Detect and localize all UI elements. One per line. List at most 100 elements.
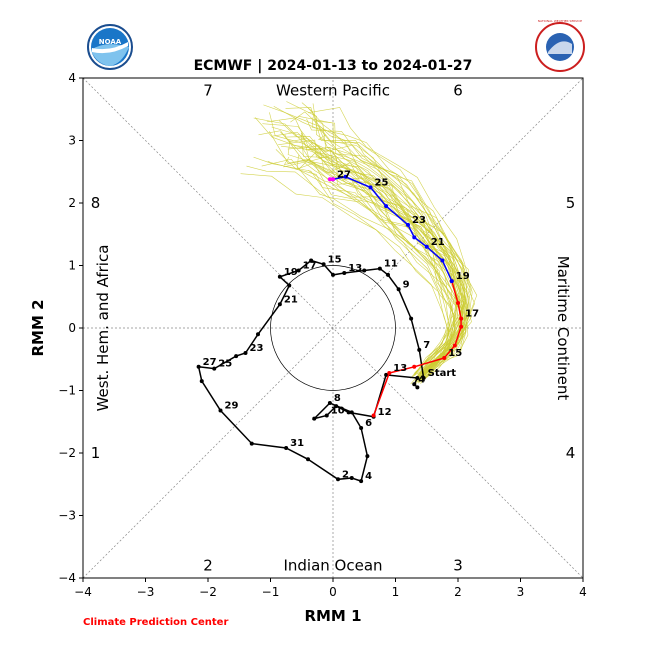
series-point: [287, 283, 292, 288]
series-point: [331, 177, 335, 182]
point-label: 23: [250, 343, 264, 354]
point-label: 7: [423, 340, 430, 351]
ensemble-member-line: [240, 173, 450, 385]
series-point: [212, 366, 217, 371]
x-tick-label: 4: [579, 585, 587, 599]
x-tick-label: −3: [137, 585, 155, 599]
x-tick-label: −2: [199, 585, 217, 599]
ensemble-member-line: [278, 139, 462, 380]
series-point: [331, 272, 335, 277]
point-label: 17: [465, 309, 479, 320]
series-point: [309, 258, 314, 263]
x-tick-label: −1: [262, 585, 280, 599]
series-point: [412, 364, 417, 369]
series-point: [449, 279, 454, 284]
x-axis-label: RMM 1: [304, 607, 361, 625]
point-label: 13: [348, 263, 362, 274]
point-label: 4: [365, 471, 372, 482]
point-label: 13: [393, 363, 407, 374]
ensemble-member-line: [308, 107, 473, 372]
point-label: 4: [418, 374, 425, 385]
series-point: [365, 454, 370, 459]
series-point: [409, 316, 414, 321]
point-label: 2: [342, 469, 349, 480]
series-point: [377, 266, 382, 271]
ensemble-member-line: [283, 156, 456, 383]
series-point: [336, 477, 340, 482]
series-point: [296, 268, 301, 273]
series-point: [321, 262, 326, 267]
series-point: [384, 204, 389, 209]
ensemble-member-line: [290, 111, 468, 375]
series-point: [452, 343, 457, 348]
series-point: [334, 404, 339, 409]
series-point: [412, 382, 417, 387]
point-label: 21: [284, 294, 298, 305]
series-point: [440, 258, 445, 263]
y-tick-label: 3: [68, 134, 76, 148]
point-label: 31: [290, 438, 304, 449]
nws-logo: NATIONAL WEATHER SERVICE: [535, 19, 585, 72]
noaa-logo-text: NOAA: [99, 38, 122, 46]
series-point: [415, 385, 420, 390]
x-tick-label: 3: [517, 585, 525, 599]
point-label: 25: [375, 177, 389, 188]
series-point: [359, 426, 364, 430]
series-point: [249, 441, 254, 446]
series-point: [342, 271, 347, 275]
point-label: 17: [303, 261, 317, 272]
y-tick-label: −2: [58, 446, 76, 460]
y-tick-label: −1: [58, 384, 76, 398]
region-label-left: West. Hem. and Africa: [94, 245, 112, 412]
phase-label: 5: [566, 194, 576, 212]
region-label-right: Maritime Continent: [554, 256, 572, 401]
series-point: [386, 272, 390, 277]
noaa-logo: NOAA: [87, 24, 133, 70]
series-point: [349, 410, 354, 415]
series-point: [196, 364, 201, 369]
unit-circle: [270, 265, 396, 391]
series-point: [442, 356, 447, 360]
phase-label: 8: [91, 194, 101, 212]
ensemble-member-line: [317, 134, 478, 380]
y-tick-label: 2: [68, 196, 76, 210]
point-label: 19: [456, 271, 470, 282]
series-point: [199, 379, 204, 384]
y-tick-label: 4: [68, 71, 76, 85]
series-point: [456, 301, 460, 305]
series-point: [417, 347, 422, 352]
series-point: [384, 372, 389, 377]
series-point: [371, 413, 376, 418]
series-point: [406, 222, 410, 227]
series-point: [277, 302, 282, 307]
point-label: 9: [403, 279, 410, 290]
x-tick-label: 0: [329, 585, 337, 599]
ensemble-member-line: [296, 155, 462, 384]
ensemble-member-line: [262, 123, 452, 376]
point-label: 15: [328, 254, 342, 265]
point-label: 29: [225, 401, 239, 412]
phase-label: 1: [91, 444, 101, 462]
point-label: 11: [384, 259, 398, 270]
x-tick-label: −4: [74, 585, 92, 599]
point-label: 23: [412, 215, 426, 226]
region-label-bottom: Indian Ocean: [283, 557, 382, 575]
y-tick-label: 0: [68, 321, 76, 335]
series-point: [346, 410, 351, 415]
phase-label: 2: [203, 557, 213, 575]
point-label: 19: [284, 267, 298, 278]
y-axis-label: RMM 2: [29, 299, 47, 356]
point-label: 6: [365, 418, 372, 429]
ensemble-member-line: [288, 138, 464, 381]
y-tick-label: −4: [58, 571, 76, 585]
x-tick-label: 2: [454, 585, 462, 599]
ensemble-member-line: [254, 117, 450, 377]
phase-label: 3: [453, 557, 463, 575]
point-label: Start: [428, 368, 457, 379]
region-label-top: Western Pacific: [276, 82, 390, 100]
series-point: [362, 268, 367, 273]
series-point: [327, 177, 332, 182]
